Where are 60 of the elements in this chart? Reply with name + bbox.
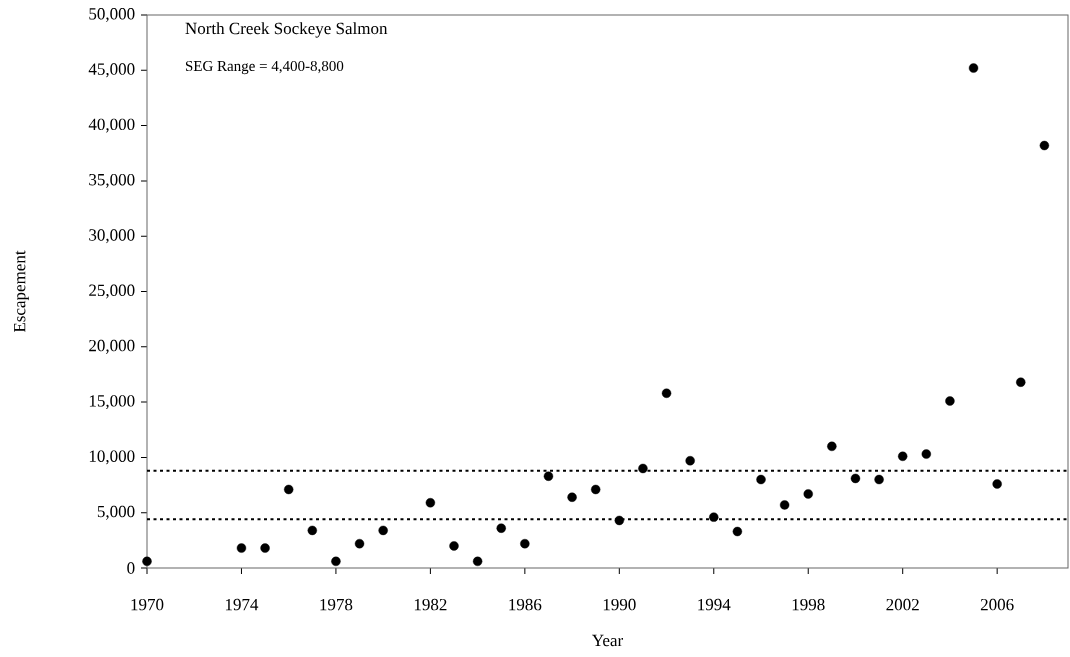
point <box>425 498 436 508</box>
point <box>449 541 459 551</box>
y-tick-label: 5,000 <box>97 505 135 520</box>
point <box>354 538 365 549</box>
point <box>614 515 625 526</box>
x-axis-title: Year <box>592 634 624 647</box>
point <box>732 526 743 537</box>
point <box>472 556 483 567</box>
point <box>260 543 270 553</box>
y-tick-label: 10,000 <box>89 450 135 465</box>
x-tick-label: 1990 <box>603 598 636 611</box>
y-axis-title: Escapement <box>14 250 29 333</box>
point <box>709 512 719 522</box>
point <box>945 396 955 406</box>
point <box>850 473 861 484</box>
point <box>142 556 152 567</box>
y-tick-label: 15,000 <box>89 395 135 410</box>
point <box>1039 140 1050 151</box>
y-tick-label: 0 <box>127 562 135 574</box>
x-tick-label: 2006 <box>980 598 1014 611</box>
point <box>520 538 530 549</box>
x-tick-label: 1998 <box>792 598 825 611</box>
y-tick-label: 25,000 <box>89 284 135 299</box>
point <box>307 525 318 536</box>
y-tick-label: 40,000 <box>88 118 135 133</box>
point <box>638 463 648 474</box>
point <box>779 500 790 510</box>
point <box>827 441 837 452</box>
point <box>590 484 601 495</box>
y-tick-label: 45,000 <box>88 63 135 78</box>
y-tick-label: 20,000 <box>89 339 135 354</box>
x-tick-label: 1970 <box>131 598 164 611</box>
point <box>1016 377 1026 387</box>
point <box>756 474 766 485</box>
point <box>567 492 577 502</box>
point <box>992 479 1002 489</box>
point <box>378 525 388 536</box>
point <box>283 484 294 495</box>
point <box>496 523 506 533</box>
x-tick-label: 2002 <box>886 598 919 611</box>
y-tick-label: 35,000 <box>89 173 135 188</box>
annotation: North Creek Sockeye Salmon <box>185 22 388 38</box>
x-tick-label: 1986 <box>509 598 542 611</box>
x-tick-label: 1974 <box>225 598 259 611</box>
point <box>968 63 979 73</box>
point <box>543 471 554 481</box>
annotation: SEG Range = 4,400-8,800 <box>185 60 344 75</box>
x-tick-label: 1982 <box>414 598 447 611</box>
x-tick-label: 1994 <box>698 598 731 611</box>
point <box>661 388 672 398</box>
point <box>803 489 813 499</box>
y-tick-label: 50,000 <box>89 8 135 22</box>
point <box>921 449 932 459</box>
point <box>874 474 884 485</box>
y-tick-label: 30,000 <box>89 229 135 244</box>
point <box>331 556 341 567</box>
x-tick-label: 1978 <box>320 598 353 611</box>
point <box>897 451 908 461</box>
point <box>236 543 247 553</box>
point <box>685 456 695 466</box>
